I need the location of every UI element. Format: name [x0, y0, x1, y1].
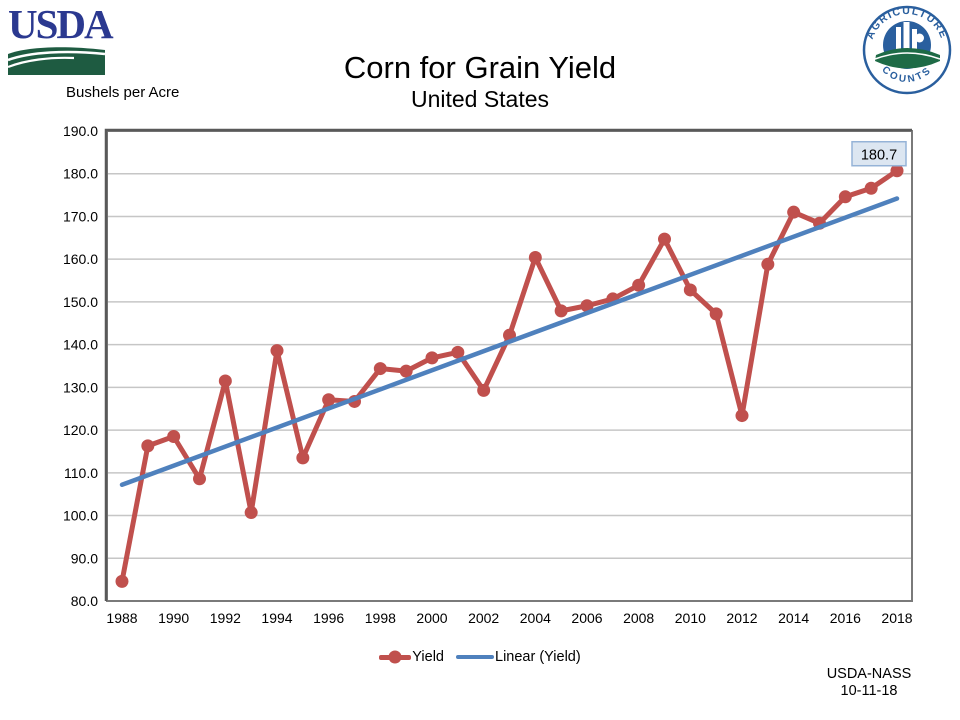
yield-data-point: [425, 351, 439, 365]
x-tick-label: 1992: [210, 610, 241, 626]
x-tick-label: 1988: [106, 610, 137, 626]
yield-data-point: [218, 374, 232, 388]
x-tick-label: 2014: [778, 610, 809, 626]
yield-data-point: [193, 472, 206, 486]
yield-data-point: [477, 383, 491, 397]
y-tick-label: 150.0: [63, 294, 98, 310]
usda-logo-text: USDA: [8, 1, 114, 47]
yield-data-point: [244, 506, 258, 520]
source-agency: USDA-NASS: [826, 666, 912, 682]
yield-data-point: [658, 232, 671, 246]
x-tick-label: 2016: [830, 610, 861, 626]
x-tick-label: 1990: [158, 610, 189, 626]
source-date: 10-11-18: [840, 683, 898, 699]
yield-data-point: [683, 283, 697, 297]
yield-data-point: [787, 205, 801, 219]
yield-line: [119, 168, 899, 582]
trend-line: [119, 196, 900, 488]
legend-item-yield: Yield: [379, 649, 444, 665]
yield-data-point: [373, 362, 387, 376]
y-tick-label: 140.0: [63, 337, 98, 353]
x-tick-label: 2004: [520, 610, 551, 626]
yield-data-point: [451, 345, 465, 359]
x-tick-label: 1994: [261, 610, 292, 626]
yield-data-point: [838, 190, 852, 204]
x-tick-label: 2012: [726, 610, 757, 626]
yield-data-point: [296, 451, 310, 465]
badge-field: [875, 48, 940, 69]
x-tick-label: 1998: [365, 610, 396, 626]
y-tick-label: 90.0: [71, 550, 98, 566]
yield-line-sample-icon: [379, 650, 412, 664]
yield-data-point: [580, 299, 594, 313]
y-tick-label: 180.0: [63, 166, 98, 182]
page-subtitle: United States: [410, 86, 550, 112]
y-tick-label: 190.0: [63, 123, 98, 139]
legend-item-linear: Linear (Yield): [456, 649, 581, 665]
y-tick-label: 120.0: [63, 422, 98, 438]
yield-data-point: [167, 430, 181, 443]
trend-line-sample-icon: [456, 654, 494, 660]
usda-logo-swoosh-icon: [8, 47, 105, 75]
data-label-value: 180.7: [861, 148, 897, 164]
y-axis-title: Bushels per Acre: [66, 84, 180, 101]
x-tick-label: 2018: [881, 610, 912, 626]
yield-data-point: [735, 409, 749, 423]
x-tick-label: 1996: [313, 610, 344, 626]
plot-border-highlight: [104, 128, 912, 601]
yield-data-point: [890, 164, 904, 178]
x-tick-label: 2010: [675, 610, 706, 626]
yield-data-point: [141, 439, 155, 453]
source-note: USDA-NASS 10-11-18: [794, 666, 944, 700]
yield-data-point: [270, 344, 284, 358]
x-tick-label: 2008: [623, 610, 654, 626]
y-tick-label: 110.0: [64, 465, 98, 481]
legend-label-linear: Linear (Yield): [495, 649, 581, 665]
page-title: Corn for Grain Yield: [343, 50, 617, 85]
plot-border: [106, 130, 913, 602]
x-tick-label: 2002: [468, 610, 499, 626]
x-tick-label: 2006: [571, 610, 602, 626]
y-tick-label: 100.0: [63, 508, 98, 524]
data-label-box: [851, 140, 907, 167]
legend-label-yield: Yield: [412, 649, 444, 665]
x-tick-label: 2000: [416, 610, 447, 626]
yield-data-point: [528, 250, 542, 264]
yield-data-point: [322, 393, 336, 407]
yield-data-point: [115, 574, 129, 588]
yield-data-point: [761, 257, 775, 271]
title-block: Corn for Grain Yield United States: [0, 50, 960, 113]
chart-legend: Yield Linear (Yield): [0, 649, 960, 665]
y-tick-label: 80.0: [71, 593, 98, 609]
yield-data-point: [399, 364, 413, 378]
usda-logo: USDA: [8, 1, 114, 75]
yield-data-point: [554, 304, 568, 318]
y-tick-label: 170.0: [63, 208, 98, 224]
y-tick-label: 160.0: [63, 251, 98, 267]
yield-data-point: [632, 278, 646, 292]
y-tick-label: 130.0: [63, 379, 98, 395]
yield-data-point: [864, 181, 878, 195]
agriculture-counts-logo: AGRICULTURE COUNTS: [862, 5, 952, 95]
yield-data-point: [709, 307, 723, 321]
